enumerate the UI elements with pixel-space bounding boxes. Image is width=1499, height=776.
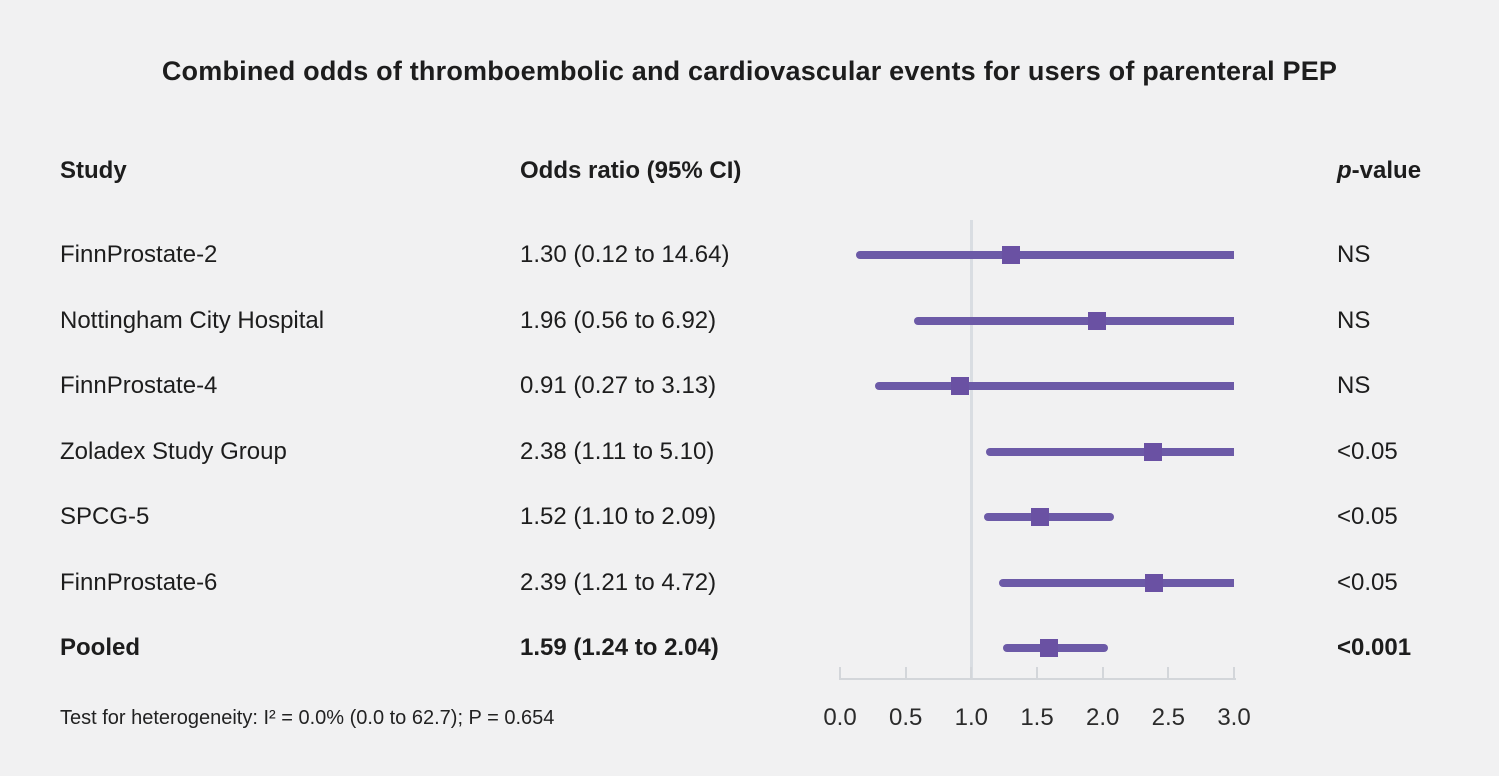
p-value-header-rest: -value bbox=[1351, 157, 1422, 184]
point-marker bbox=[1030, 508, 1049, 526]
reference-line bbox=[969, 220, 973, 680]
table-row: FinnProstate-2 1.30 (0.12 to 14.64) NS bbox=[0, 239, 1499, 271]
table-row: Pooled 1.59 (1.24 to 2.04) <0.001 bbox=[0, 632, 1499, 664]
x-axis-tick-label: 1.5 bbox=[1020, 704, 1054, 731]
x-axis-tick bbox=[1233, 667, 1235, 679]
table-row: Nottingham City Hospital 1.96 (0.56 to 6… bbox=[0, 305, 1499, 337]
heterogeneity-note: Test for heterogeneity: I² = 0.0% (0.0 t… bbox=[60, 707, 555, 729]
x-axis-tick bbox=[1167, 667, 1170, 679]
ci-line bbox=[855, 251, 1234, 259]
x-axis-tick bbox=[970, 667, 973, 679]
point-marker bbox=[1001, 246, 1020, 264]
ci-line bbox=[984, 513, 1115, 521]
chart-title: Combined odds of thromboembolic and card… bbox=[161, 56, 1338, 86]
x-axis-line bbox=[839, 678, 1236, 680]
odds-ratio-label: 2.39 (1.21 to 4.72) bbox=[520, 568, 717, 596]
odds-ratio-label: 1.96 (0.56 to 6.92) bbox=[520, 306, 717, 334]
ci-line bbox=[985, 447, 1234, 456]
study-label: Pooled bbox=[60, 634, 141, 661]
x-axis-tick-label: 2.5 bbox=[1151, 704, 1186, 731]
column-header-odds-ratio: Odds ratio (95% CI) bbox=[520, 157, 742, 184]
x-axis-tick bbox=[1036, 667, 1038, 679]
point-marker bbox=[1144, 573, 1163, 592]
odds-ratio-label: 1.59 (1.24 to 2.04) bbox=[520, 634, 719, 661]
study-label: SPCG-5 bbox=[60, 503, 150, 530]
x-axis-tick-label: 1.0 bbox=[954, 704, 989, 731]
x-axis-tick-label: 3.0 bbox=[1217, 704, 1251, 731]
x-axis-tick bbox=[839, 667, 841, 679]
point-marker bbox=[950, 377, 969, 395]
table-row: SPCG-5 1.52 (1.10 to 2.09) <0.05 bbox=[0, 501, 1499, 533]
point-marker bbox=[1088, 311, 1107, 330]
x-axis-tick-label: 2.0 bbox=[1085, 704, 1120, 731]
p-value-label: NS bbox=[1337, 241, 1371, 268]
study-label: Nottingham City Hospital bbox=[60, 306, 325, 334]
point-marker bbox=[1143, 442, 1162, 461]
point-marker bbox=[1039, 639, 1058, 657]
ci-line bbox=[913, 316, 1234, 325]
x-axis-tick-label: 0.5 bbox=[888, 704, 923, 731]
p-value-label: <0.05 bbox=[1337, 568, 1398, 596]
p-value-label: NS bbox=[1337, 306, 1371, 334]
p-value-label: <0.001 bbox=[1337, 634, 1412, 661]
column-header-p-value: p-value bbox=[1337, 155, 1421, 187]
study-label: FinnProstate-6 bbox=[60, 568, 218, 596]
table-row: FinnProstate-4 0.91 (0.27 to 3.13) NS bbox=[0, 370, 1499, 402]
x-axis-tick bbox=[904, 667, 907, 679]
ci-line bbox=[998, 578, 1234, 587]
x-axis-tick-label: 0.0 bbox=[823, 704, 857, 731]
p-value-label: <0.05 bbox=[1337, 437, 1398, 465]
odds-ratio-label: 2.38 (1.11 to 5.10) bbox=[520, 437, 715, 465]
column-header-study: Study bbox=[60, 157, 127, 184]
study-label: FinnProstate-2 bbox=[60, 241, 218, 268]
p-value-label: <0.05 bbox=[1337, 503, 1398, 530]
study-label: Zoladex Study Group bbox=[60, 437, 287, 465]
table-row: FinnProstate-6 2.39 (1.21 to 4.72) <0.05 bbox=[0, 567, 1499, 599]
table-row: Zoladex Study Group 2.38 (1.11 to 5.10) … bbox=[0, 436, 1499, 468]
p-value-header-italic: p bbox=[1337, 157, 1352, 184]
odds-ratio-label: 1.30 (0.12 to 14.64) bbox=[520, 241, 730, 268]
x-axis-tick bbox=[1101, 667, 1104, 679]
odds-ratio-label: 0.91 (0.27 to 3.13) bbox=[520, 372, 717, 399]
p-value-label: NS bbox=[1337, 372, 1371, 399]
study-label: FinnProstate-4 bbox=[60, 372, 218, 399]
odds-ratio-label: 1.52 (1.10 to 2.09) bbox=[520, 503, 717, 530]
ci-line bbox=[875, 382, 1234, 390]
